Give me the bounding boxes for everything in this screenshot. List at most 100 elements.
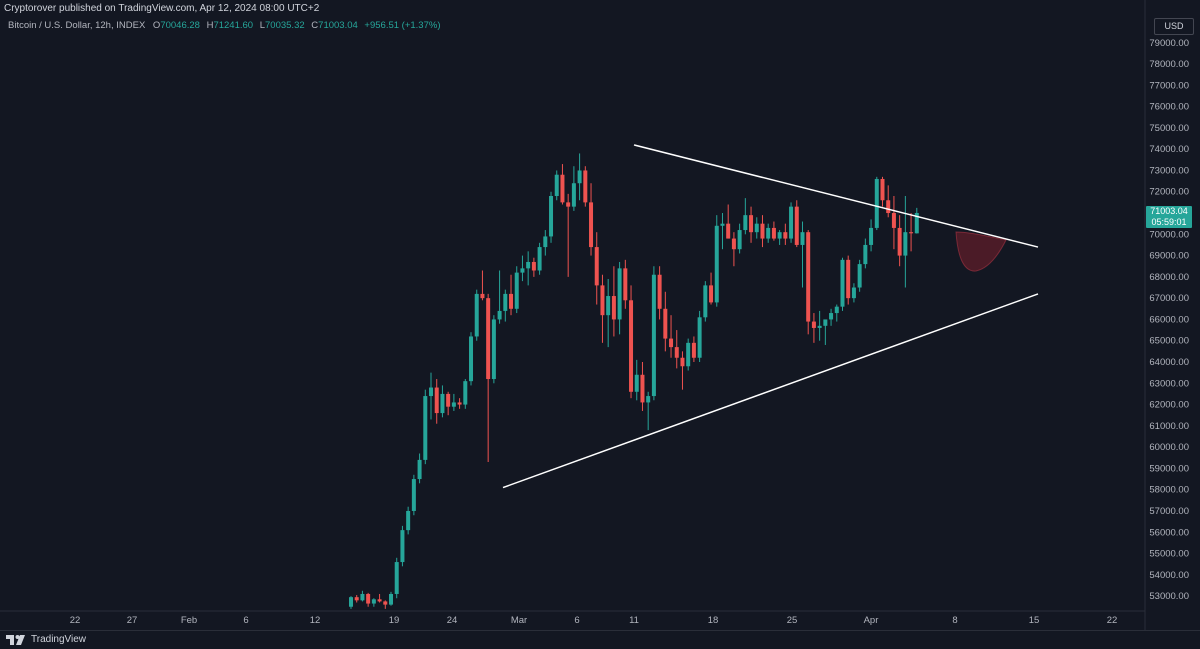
change-value: +956.51 (+1.37%) (364, 20, 441, 31)
candle (914, 207, 919, 234)
time-tick-label: 22 (70, 615, 81, 626)
candle (509, 274, 514, 316)
time-tick-label: 27 (127, 615, 138, 626)
candle (366, 592, 371, 607)
candle (640, 362, 645, 411)
candle (880, 176, 885, 207)
time-tick-label: Mar (511, 615, 527, 626)
candle (777, 230, 782, 245)
time-tick-label: 24 (447, 615, 458, 626)
tradingview-brand-text: TradingView (31, 634, 87, 645)
candle (606, 279, 611, 348)
highlight-layer (955, 231, 1007, 272)
time-tick-label: Feb (181, 615, 197, 626)
candle (680, 351, 685, 390)
candle (371, 598, 376, 607)
time-tick-label: 6 (574, 615, 579, 626)
price-tick-label: 58000.00 (1149, 485, 1189, 496)
candle (749, 206, 754, 243)
time-tick-label: 22 (1107, 615, 1118, 626)
candle (457, 398, 462, 409)
candle (411, 474, 416, 516)
price-tick-label: 73000.00 (1149, 165, 1189, 176)
candle (474, 289, 479, 341)
low-value: 70035.32 (265, 20, 305, 31)
price-tick-label: 74000.00 (1149, 144, 1189, 155)
candle (417, 453, 422, 484)
candle (754, 217, 759, 239)
candle (514, 266, 519, 314)
candle (389, 591, 394, 606)
tradingview-logo[interactable]: TradingView (6, 634, 86, 645)
candle (834, 304, 839, 322)
time-tick-label: Apr (864, 615, 879, 626)
candle (543, 230, 548, 256)
price-tick-label: 59000.00 (1149, 463, 1189, 474)
candle (577, 153, 582, 201)
candle (349, 596, 353, 609)
candle (566, 193, 571, 277)
candle (423, 389, 428, 465)
candle (737, 223, 742, 254)
price-tick-label: 56000.00 (1149, 527, 1189, 538)
candle (731, 232, 736, 267)
candle (429, 372, 434, 420)
candle (766, 223, 771, 243)
candle (840, 257, 845, 311)
rejection-zone-highlight[interactable] (955, 231, 1007, 272)
candle (686, 338, 691, 371)
price-tick-label: 67000.00 (1149, 293, 1189, 304)
time-tick-label: 19 (389, 615, 400, 626)
last-price-label: 71003.04 05:59:01 (1146, 206, 1192, 228)
candle (909, 213, 914, 252)
candle (663, 291, 668, 352)
price-tick-label: 65000.00 (1149, 336, 1189, 347)
candle (583, 166, 588, 207)
time-tick-label: 25 (787, 615, 798, 626)
time-tick-label: 18 (708, 615, 719, 626)
candle (440, 385, 445, 418)
candle (594, 232, 599, 305)
candle (611, 266, 616, 337)
candle (720, 213, 725, 250)
price-tick-label: 70000.00 (1149, 229, 1189, 240)
upper-trendline[interactable] (633, 144, 1039, 248)
candle (646, 391, 651, 431)
candle-countdown: 05:59:01 (1151, 217, 1187, 227)
time-tick-label: 15 (1029, 615, 1040, 626)
trendline-layer (502, 144, 1039, 489)
footer-bar: TradingView (0, 630, 1200, 649)
candle (794, 200, 799, 248)
candle (891, 196, 896, 250)
last-price-value: 71003.04 (1150, 206, 1188, 216)
high-key: H (206, 20, 214, 31)
candle (726, 204, 731, 239)
price-tick-label: 64000.00 (1149, 357, 1189, 368)
lower-trendline[interactable] (502, 293, 1039, 489)
candle (846, 255, 851, 305)
candle (771, 221, 776, 241)
candle (486, 293, 491, 463)
candle (869, 219, 874, 252)
candle (383, 600, 388, 609)
candle (783, 223, 788, 245)
publisher-line: Cryptorover published on TradingView.com… (4, 3, 320, 14)
candle (651, 266, 656, 401)
price-tick-label: 79000.00 (1149, 38, 1189, 49)
time-axis[interactable]: 22 27 Feb 6 12 19 24 Mar 6 11 18 25 Apr 8 15 22 (70, 615, 1118, 626)
candle (446, 391, 451, 416)
symbol-label[interactable]: Bitcoin / U.S. Dollar, 12h, INDEX (8, 20, 146, 31)
candle (789, 202, 794, 243)
time-tick-label: 12 (310, 615, 321, 626)
candle (600, 274, 605, 343)
candles-layer (349, 153, 919, 609)
candle (760, 215, 765, 248)
candle (354, 595, 359, 603)
price-tick-label: 63000.00 (1149, 378, 1189, 389)
tradingview-logo-icon (6, 634, 25, 645)
price-tick-label: 77000.00 (1149, 80, 1189, 91)
candle (851, 283, 856, 303)
currency-button[interactable]: USD (1154, 18, 1194, 35)
candle (491, 315, 496, 384)
